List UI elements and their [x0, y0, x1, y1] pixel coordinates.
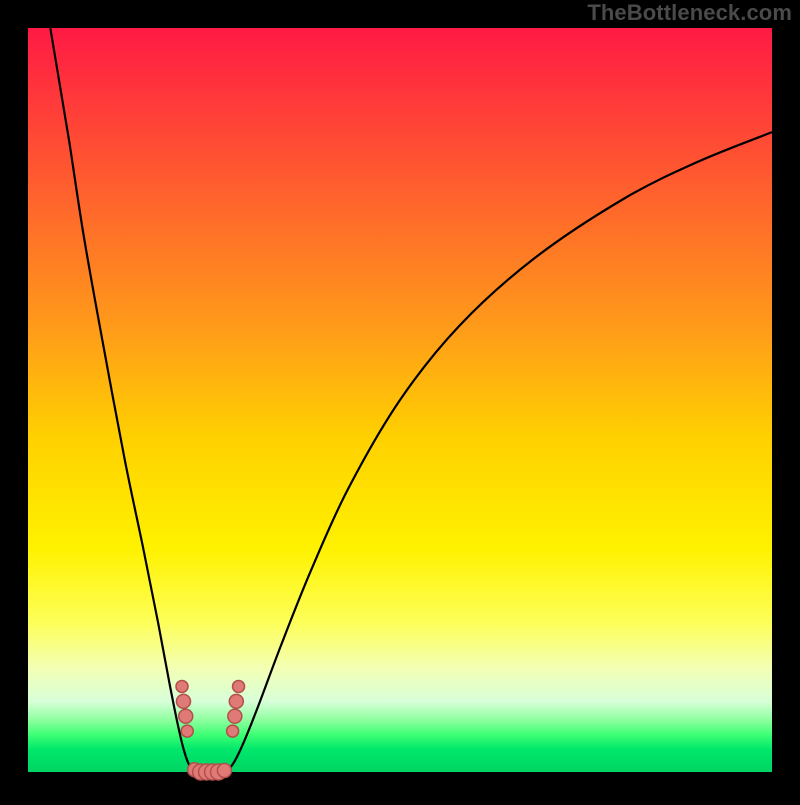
chart-wrapper: TheBottleneck.com: [0, 0, 800, 800]
data-marker: [179, 709, 193, 723]
data-marker: [181, 725, 193, 737]
data-marker: [176, 680, 188, 692]
data-marker: [228, 709, 242, 723]
bottleneck-chart: [0, 0, 800, 800]
data-marker: [233, 680, 245, 692]
data-marker: [227, 725, 239, 737]
data-marker: [217, 764, 231, 778]
data-marker: [176, 694, 190, 708]
watermark-text: TheBottleneck.com: [587, 0, 792, 26]
data-marker: [229, 694, 243, 708]
